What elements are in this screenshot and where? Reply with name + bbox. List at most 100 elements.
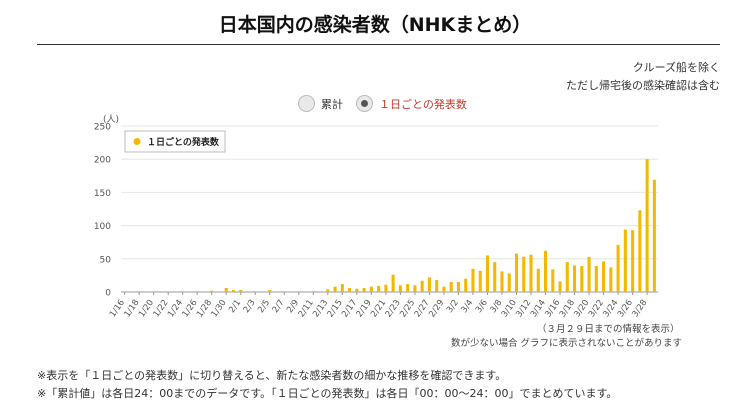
y-tick-label: 100	[94, 222, 111, 232]
toggle-cumulative[interactable]: 累計	[298, 95, 343, 112]
bar	[377, 286, 381, 292]
bar	[449, 282, 453, 292]
x-tick-label: 2/17	[340, 298, 359, 319]
legend-marker	[133, 138, 141, 145]
x-tick-label: 1/30	[210, 298, 229, 319]
bar	[231, 290, 236, 292]
cruise-note: クルーズ船を除く	[632, 61, 720, 74]
bar	[500, 271, 504, 292]
y-tick-label: 200	[94, 156, 111, 166]
radio-checked-icon[interactable]	[356, 95, 373, 112]
x-tick-label: 2/27	[413, 298, 432, 319]
x-tick-label: 2/5	[256, 298, 272, 315]
x-tick-label: 1/26	[181, 298, 200, 319]
x-tick-label: 2/3	[242, 298, 258, 315]
bar	[275, 291, 279, 292]
bar	[587, 256, 591, 292]
bar	[609, 267, 613, 292]
bar	[464, 278, 468, 292]
x-tick-label: 1/16	[108, 298, 127, 319]
bar	[478, 270, 482, 292]
bar	[631, 230, 635, 292]
radio-icon[interactable]	[298, 95, 315, 112]
bar	[485, 255, 489, 292]
bar	[602, 261, 606, 292]
x-tick-label: 3/2	[445, 298, 461, 315]
bar	[239, 290, 243, 292]
x-tick-label: 3/20	[572, 298, 591, 319]
bar	[333, 286, 337, 292]
bar	[224, 288, 228, 292]
bar	[652, 179, 656, 292]
bar	[645, 159, 649, 292]
bar	[471, 268, 475, 292]
bar	[522, 256, 526, 292]
x-tick-label: 2/1	[227, 298, 243, 315]
bar	[260, 291, 265, 292]
x-tick-label: 1/20	[137, 298, 156, 319]
y-axis-label: (人)	[103, 114, 119, 125]
x-tick-label: 3/4	[459, 298, 475, 315]
bar	[507, 273, 511, 292]
x-tick-label: 2/19	[355, 298, 374, 319]
bar	[369, 286, 373, 292]
legend-box	[124, 130, 226, 153]
page-title: 日本国内の感染者数（NHKまとめ）	[218, 14, 532, 36]
x-tick-label: 3/22	[587, 298, 606, 319]
x-tick-label: 3/12	[514, 298, 533, 319]
x-tick-label: 3/26	[616, 298, 635, 319]
bar	[594, 266, 598, 292]
bar	[616, 244, 620, 292]
bar	[362, 288, 366, 292]
bar	[536, 268, 540, 292]
x-tick-label: 2/15	[326, 298, 345, 319]
x-tick-label: 3/14	[529, 298, 548, 319]
bar	[529, 254, 533, 292]
bar	[406, 284, 410, 292]
bar	[427, 277, 431, 292]
home-return-note: ただし帰宅後の感染確認は含む	[566, 79, 720, 92]
bar	[348, 288, 352, 292]
bar	[123, 291, 127, 292]
toggle-daily[interactable]: １日ごとの発表数	[356, 95, 467, 112]
bar	[558, 281, 562, 292]
footnote-toggle-info: ※表示を「１日ごとの発表数」に切り替えると、新たな感染者数の細かな推移を確認でき…	[37, 369, 507, 382]
x-tick-label: 3/24	[601, 298, 620, 319]
bar	[181, 291, 185, 292]
legend-label: １日ごとの発表数	[147, 136, 220, 148]
bar	[340, 284, 344, 292]
bar	[435, 280, 439, 292]
bar	[210, 290, 214, 292]
y-tick-label: 0	[105, 289, 111, 299]
toggle-daily-label: １日ごとの発表数	[379, 97, 467, 111]
x-tick-label: 2/7	[271, 298, 287, 315]
bar	[456, 282, 460, 292]
x-tick-label: 2/23	[384, 298, 403, 319]
x-tick-label: 2/29	[427, 298, 446, 319]
toggle-cumulative-label: 累計	[321, 97, 343, 111]
bar	[573, 265, 577, 292]
bar	[623, 229, 627, 292]
bar	[384, 284, 388, 292]
bar	[493, 262, 497, 292]
title-divider	[37, 44, 720, 45]
x-tick-label: 2/25	[398, 298, 417, 319]
x-tick-label: 2/11	[297, 298, 316, 319]
bar	[326, 289, 330, 292]
x-tick-label: 1/18	[122, 298, 141, 319]
x-tick-label: 1/22	[151, 298, 170, 319]
bar	[420, 280, 424, 292]
x-tick-label: 2/13	[311, 298, 330, 319]
bar	[638, 210, 642, 292]
bar	[391, 274, 395, 292]
x-tick-label: 3/10	[500, 298, 519, 319]
x-tick-label: 3/18	[558, 298, 577, 319]
x-tick-label: 1/28	[195, 298, 214, 319]
chart-small-values-note: 数が少ない場合 グラフに表示されないことがあります	[451, 338, 683, 349]
x-tick-label: 1/24	[166, 298, 185, 319]
bar	[551, 269, 555, 292]
y-tick-label: 250	[94, 123, 111, 133]
bar	[580, 266, 584, 292]
x-tick-label: 3/28	[630, 298, 649, 319]
